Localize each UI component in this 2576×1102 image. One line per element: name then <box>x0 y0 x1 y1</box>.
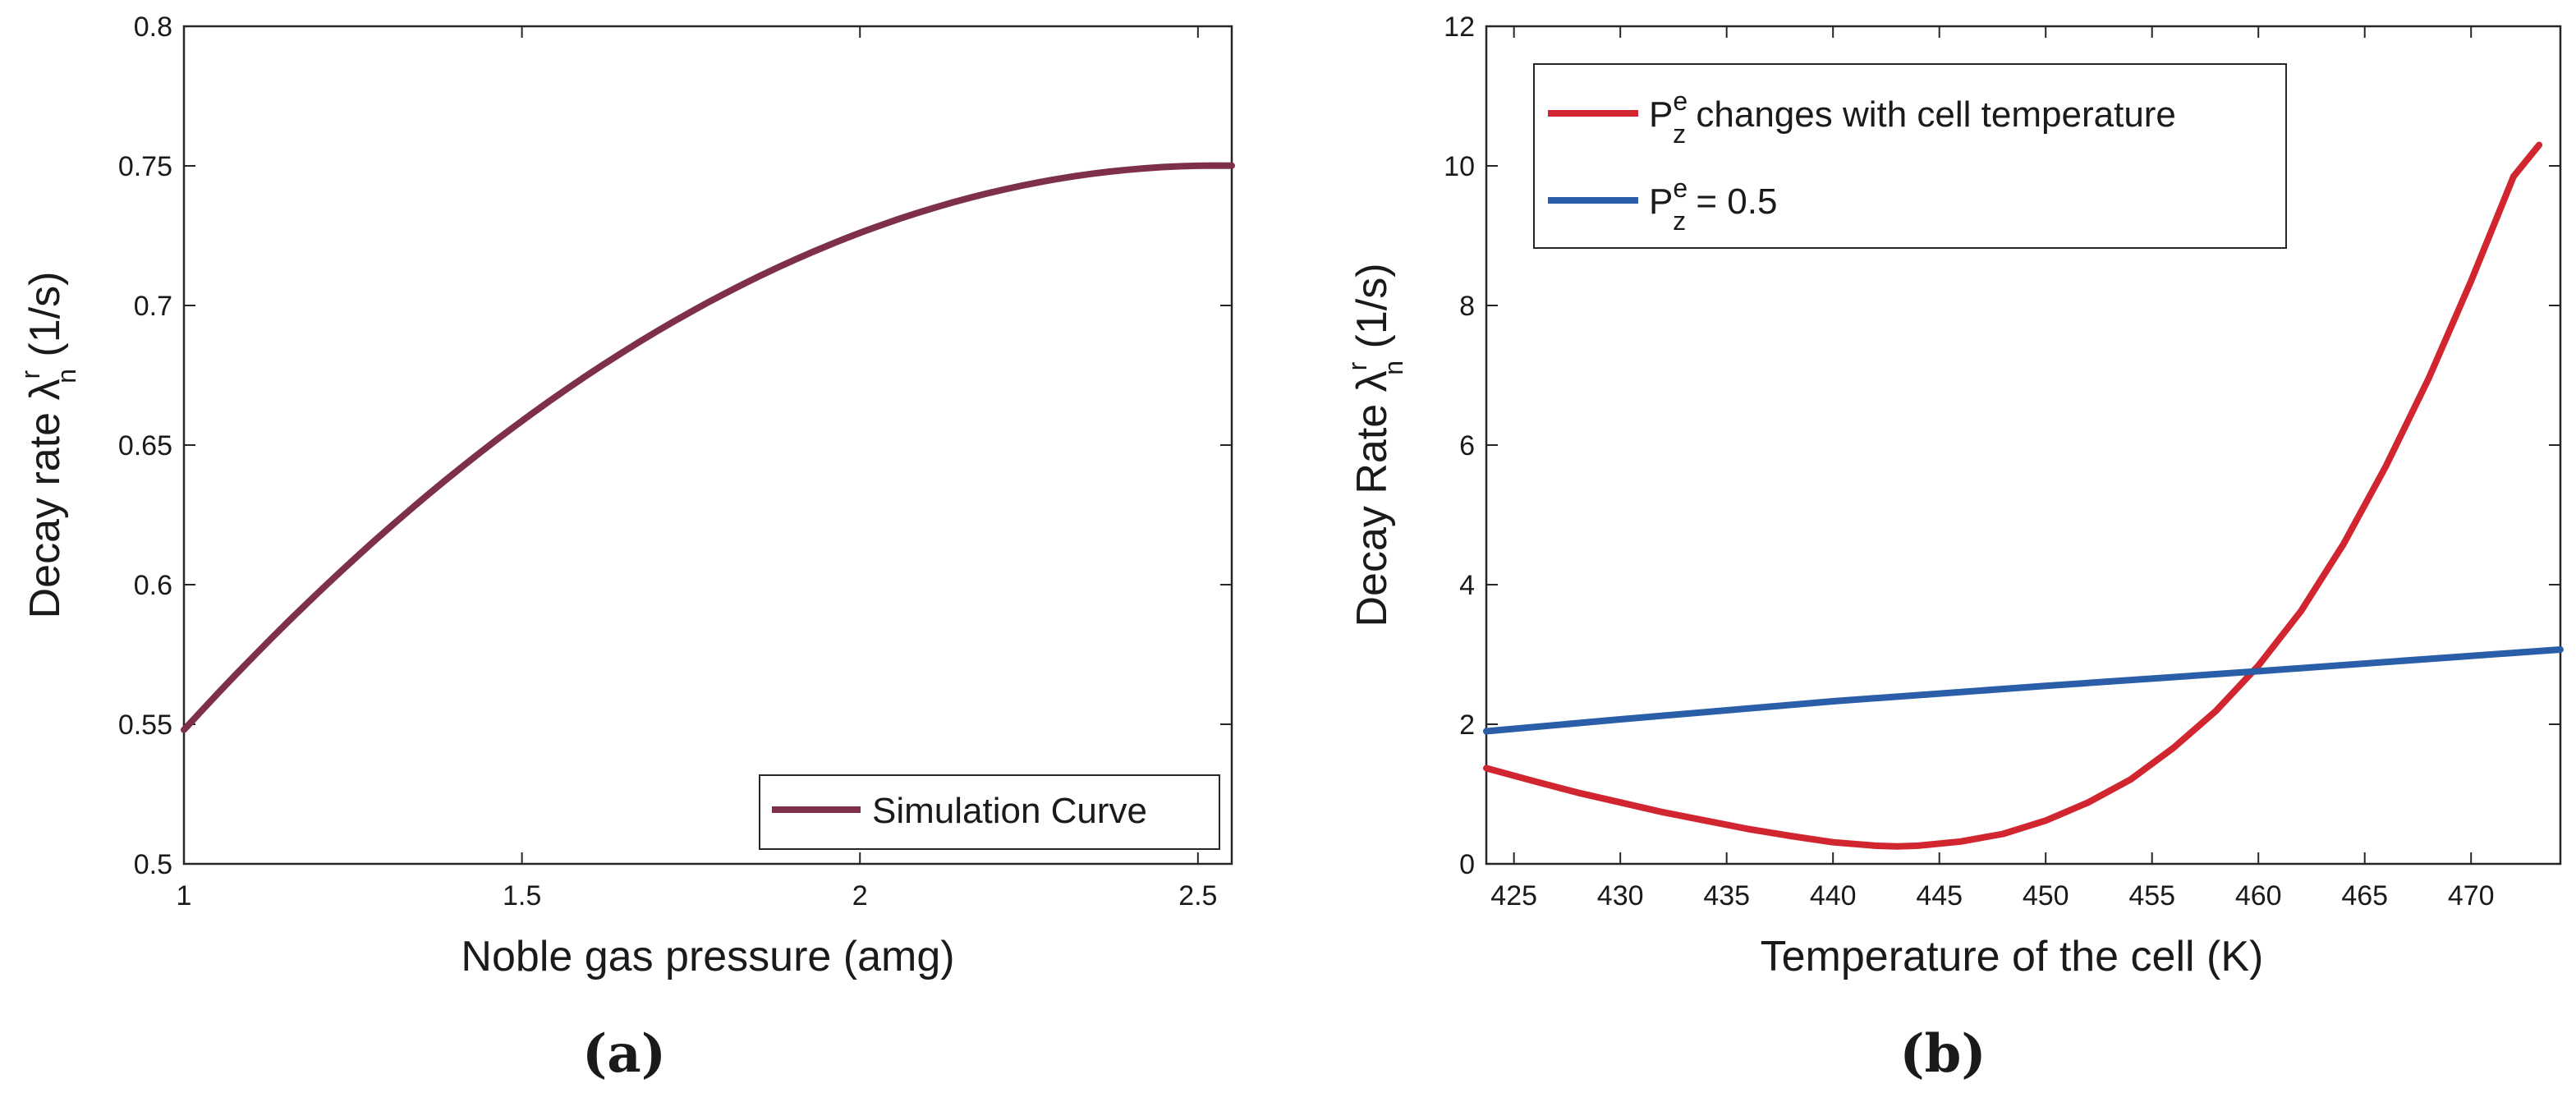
panel-a-legend-label-simulation: Simulation Curve <box>872 791 1147 831</box>
panel-a-plot-area <box>182 25 1233 866</box>
panel-b-x-tick-label: 430 <box>1597 880 1644 911</box>
panel-b-legend-1-sub: z <box>1673 206 1686 236</box>
panel-b-y-tick-label: 12 <box>1444 11 1475 43</box>
panel-a-y-axis-label: Decay rate λr n (1/s) <box>16 272 81 619</box>
panel-b-x-tick-label: 445 <box>1916 880 1963 911</box>
panel-b-y-tick-label: 0 <box>1459 849 1475 880</box>
panel-b-legend-0-text: changes with cell temperature <box>1686 94 2176 135</box>
panel-b-y-tick-label: 10 <box>1444 151 1475 182</box>
panel-b-x-tick-label: 440 <box>1810 880 1857 911</box>
panel-a-legend: Simulation Curve <box>759 774 1220 850</box>
panel-b-x-tick-label: 435 <box>1703 880 1750 911</box>
panel-a-chart: 1 1.5 2 2.5 0.5 0.55 0.6 0.65 0.7 0.75 0.8 Simulat… <box>16 11 1235 1085</box>
panel-a-x-axis-label: Noble gas pressure (amg) <box>461 933 954 980</box>
panel-a-x-tick-label: 1.5 <box>503 880 541 911</box>
panel-b-ticks: 425 430 435 440 445 450 455 460 465 470 0 2 4 6 8 10 12 <box>1444 11 2560 911</box>
panel-b-x-tick-label: 450 <box>2023 880 2069 911</box>
panel-b-y-label-symbol: λ <box>1348 370 1396 392</box>
panel-b-chart: 425 430 435 440 445 450 455 460 465 470024681012 … <box>1343 11 2564 1085</box>
panel-b-x-tick-label: 460 <box>2235 880 2282 911</box>
panel-a-y-tick-label: 0.8 <box>134 11 172 43</box>
panel-a-x-tick-label: 1 <box>177 880 192 911</box>
panel-b-series-line-0 <box>1483 141 2543 850</box>
panel-b-y-axis-label: Decay Rate λr n (1/s) <box>1343 263 1408 627</box>
panel-b-y-label-sub: n <box>1379 360 1408 375</box>
panel-a-y-label-sub: n <box>52 369 81 383</box>
panel-a-y-tick-label: 0.55 <box>118 709 172 741</box>
panel-b-x-tick-label: 470 <box>2448 880 2495 911</box>
panel-a-y-tick-label: 0.5 <box>134 849 172 880</box>
panel-b-y-label-sup: r <box>1343 361 1372 370</box>
panel-a-x-tick-label: 2 <box>852 880 868 911</box>
panel-a-series-line-0 <box>181 162 1235 733</box>
panel-b-x-tick-label: 465 <box>2341 880 2388 911</box>
panel-a-y-tick-label: 0.7 <box>134 291 172 322</box>
panel-b-caption: (b) <box>1899 1023 1986 1085</box>
panel-b-series <box>1483 141 2564 850</box>
panel-a-caption: (a) <box>582 1023 666 1085</box>
panel-b-legend-1-text: = 0.5 <box>1686 181 1777 222</box>
panel-b-legend-1-sup: e <box>1673 173 1687 203</box>
panel-a-y-label-suffix: (1/s) <box>21 272 69 369</box>
panel-b-x-tick-label: 425 <box>1490 880 1537 911</box>
panel-b-x-tick-label: 455 <box>2128 880 2175 911</box>
panel-b-y-label-prefix: Decay Rate <box>1348 392 1396 627</box>
panel-b-y-tick-label: 6 <box>1459 430 1475 461</box>
panel-a-y-label-symbol: λ <box>21 379 69 401</box>
panel-a-series <box>181 162 1235 733</box>
panel-b-y-tick-label: 8 <box>1459 291 1475 322</box>
panel-a-y-label-sup: r <box>16 370 45 379</box>
panel-b-legend-box <box>1533 63 2287 249</box>
panel-b-legend-0-sub: z <box>1673 119 1686 149</box>
panel-b-x-axis-label: Temperature of the cell (K) <box>1761 933 2264 980</box>
panel-a-y-label-prefix: Decay rate <box>21 401 69 619</box>
panel-b-y-label-suffix: (1/s) <box>1348 263 1396 360</box>
panel-b-legend-label-constant: Pe z = 0.5 <box>1649 173 1777 236</box>
panel-a-x-tick-label: 2.5 <box>1178 880 1217 911</box>
panel-b-legend-1-base: P <box>1649 181 1673 222</box>
panel-b-legend: Pe z changes with cell temperature Pe z = … <box>1533 63 2287 249</box>
panel-a-y-tick-label: 0.6 <box>134 570 172 601</box>
panel-a-y-tick-label: 0.65 <box>118 430 172 461</box>
panel-b-legend-0-base: P <box>1649 94 1673 135</box>
panel-b-legend-0-sup: e <box>1673 86 1687 116</box>
panel-b-legend-label-temperature: Pe z changes with cell temperature <box>1649 86 2176 149</box>
panel-b-y-tick-label: 2 <box>1459 709 1475 741</box>
panel-b-y-tick-label: 4 <box>1459 570 1475 601</box>
panel-b-series-line-1 <box>1483 646 2564 735</box>
panel-a-y-tick-label: 0.75 <box>118 151 172 182</box>
